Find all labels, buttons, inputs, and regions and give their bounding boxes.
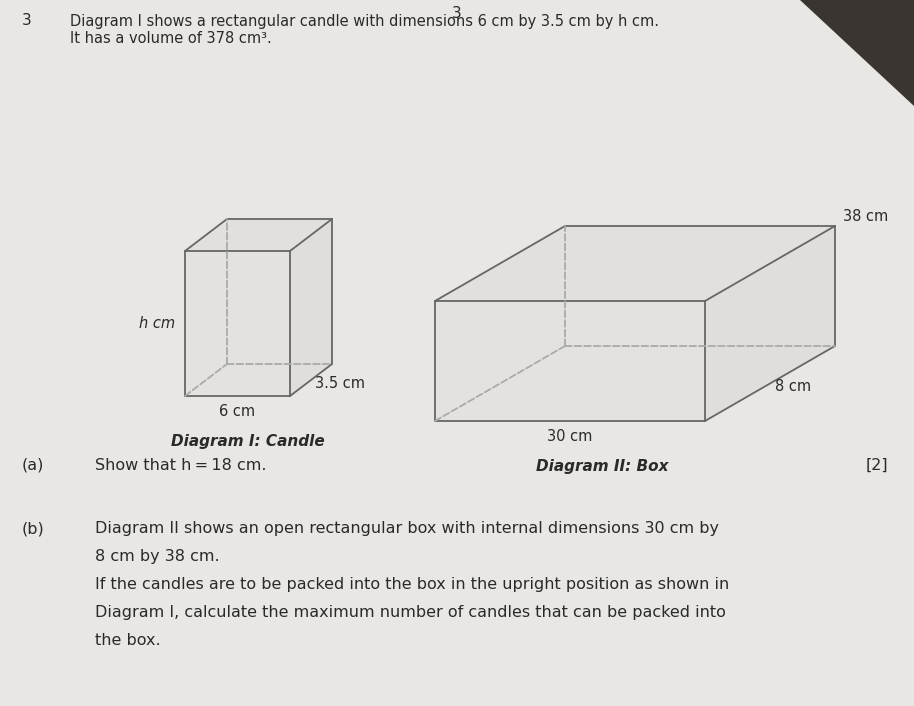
Text: 3: 3 [22,13,32,28]
Text: It has a volume of 378 cm³.: It has a volume of 378 cm³. [70,31,271,46]
Text: Show that h = 18 cm.: Show that h = 18 cm. [95,458,267,473]
Text: Diagram I: Candle: Diagram I: Candle [171,434,324,449]
Text: 3.5 cm: 3.5 cm [315,376,365,392]
Polygon shape [705,226,835,421]
Text: 38 cm: 38 cm [843,209,888,224]
Polygon shape [290,219,332,396]
Polygon shape [185,251,290,396]
Text: [2]: [2] [866,458,888,473]
Polygon shape [435,301,705,421]
Text: 3: 3 [452,6,462,21]
Text: Diagram I shows a rectangular candle with dimensions 6 cm by 3.5 cm by h cm.: Diagram I shows a rectangular candle wit… [70,14,659,29]
Text: h cm: h cm [139,316,175,331]
Text: 6 cm: 6 cm [219,404,256,419]
Text: Diagram I, calculate the maximum number of candles that can be packed into: Diagram I, calculate the maximum number … [95,605,726,620]
Polygon shape [800,0,914,106]
Text: 8 cm: 8 cm [775,379,811,394]
Polygon shape [435,226,835,301]
Text: Diagram II shows an open rectangular box with internal dimensions 30 cm by: Diagram II shows an open rectangular box… [95,521,719,536]
Text: (b): (b) [22,521,45,536]
Text: If the candles are to be packed into the box in the upright position as shown in: If the candles are to be packed into the… [95,577,729,592]
Text: (a): (a) [22,458,45,473]
Text: the box.: the box. [95,633,161,648]
Text: 30 cm: 30 cm [547,429,592,444]
Text: 8 cm by 38 cm.: 8 cm by 38 cm. [95,549,219,564]
Polygon shape [185,219,332,251]
Text: Diagram II: Box: Diagram II: Box [537,459,669,474]
